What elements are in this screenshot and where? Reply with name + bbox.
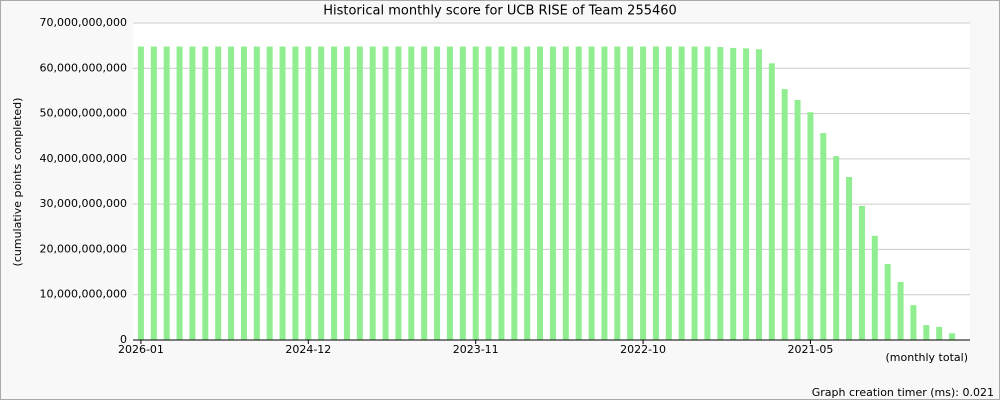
chart-title: Historical monthly score for UCB RISE of… <box>323 4 677 19</box>
bar <box>717 47 724 340</box>
bar <box>678 46 685 340</box>
bar <box>730 47 737 341</box>
bar <box>511 46 518 340</box>
x-tick-label: 2023-11 <box>453 343 499 356</box>
bar <box>652 46 659 340</box>
y-tick-label: 10,000,000,000 <box>40 288 127 301</box>
bar <box>176 46 183 340</box>
x-tick-label: 2026-01 <box>118 343 164 356</box>
bar <box>897 282 904 340</box>
bar <box>781 89 788 340</box>
bar <box>833 156 840 340</box>
y-tick-label: 0 <box>120 333 127 346</box>
bar <box>215 46 222 340</box>
bar <box>537 46 544 340</box>
bar <box>588 46 595 340</box>
x-tick-label: 2022-10 <box>620 343 666 356</box>
bar <box>382 46 389 340</box>
x-axis-label: (monthly total) <box>886 351 969 364</box>
bar <box>408 46 415 340</box>
bar <box>949 333 956 340</box>
bar <box>820 133 827 340</box>
bar <box>807 112 814 340</box>
bar <box>871 235 878 340</box>
footer: Graph creation timer (ms): 0.021 <box>812 386 994 399</box>
y-axis-label: (cumulative points completed) <box>11 98 24 267</box>
bar <box>794 99 801 340</box>
bar <box>627 46 634 340</box>
bar <box>421 46 428 340</box>
bar <box>485 46 492 340</box>
bar <box>858 205 865 340</box>
bar <box>434 46 441 340</box>
bar <box>292 46 299 340</box>
bar <box>459 46 466 340</box>
bar <box>369 46 376 340</box>
bar <box>163 46 170 340</box>
bar <box>614 46 621 340</box>
bar <box>936 326 943 340</box>
bar <box>549 46 556 340</box>
bar <box>498 46 505 340</box>
y-tick-label: 60,000,000,000 <box>40 61 127 74</box>
bar <box>665 46 672 340</box>
bar <box>704 46 711 340</box>
bar <box>640 46 647 340</box>
bar <box>356 46 363 340</box>
y-tick-label: 70,000,000,000 <box>40 16 127 29</box>
bar <box>923 325 930 340</box>
bar <box>562 46 569 340</box>
bar <box>228 46 235 340</box>
bar <box>150 46 157 340</box>
bar <box>395 46 402 340</box>
bar <box>305 46 312 340</box>
y-tick-label: 50,000,000,000 <box>40 107 127 120</box>
bar <box>884 263 891 340</box>
bar <box>331 46 338 340</box>
bar <box>601 46 608 340</box>
bar <box>446 46 453 340</box>
bar <box>266 46 273 340</box>
bar <box>253 46 260 340</box>
bar <box>202 46 209 340</box>
bar <box>137 46 144 340</box>
bar <box>279 46 286 340</box>
bar <box>472 46 479 340</box>
bar <box>189 46 196 340</box>
bar <box>768 63 775 340</box>
bar <box>575 46 582 340</box>
bar <box>743 48 750 341</box>
bar <box>910 305 917 340</box>
bar <box>240 46 247 340</box>
bar <box>318 46 325 340</box>
bar <box>343 46 350 340</box>
bar <box>691 46 698 340</box>
x-tick-label: 2021-05 <box>787 343 833 356</box>
bar <box>846 176 853 340</box>
bar <box>755 49 762 340</box>
x-tick-label: 2024-12 <box>285 343 331 356</box>
y-tick-label: 20,000,000,000 <box>40 242 127 255</box>
y-tick-label: 30,000,000,000 <box>40 197 127 210</box>
y-tick-label: 40,000,000,000 <box>40 152 127 165</box>
bar <box>524 46 531 340</box>
